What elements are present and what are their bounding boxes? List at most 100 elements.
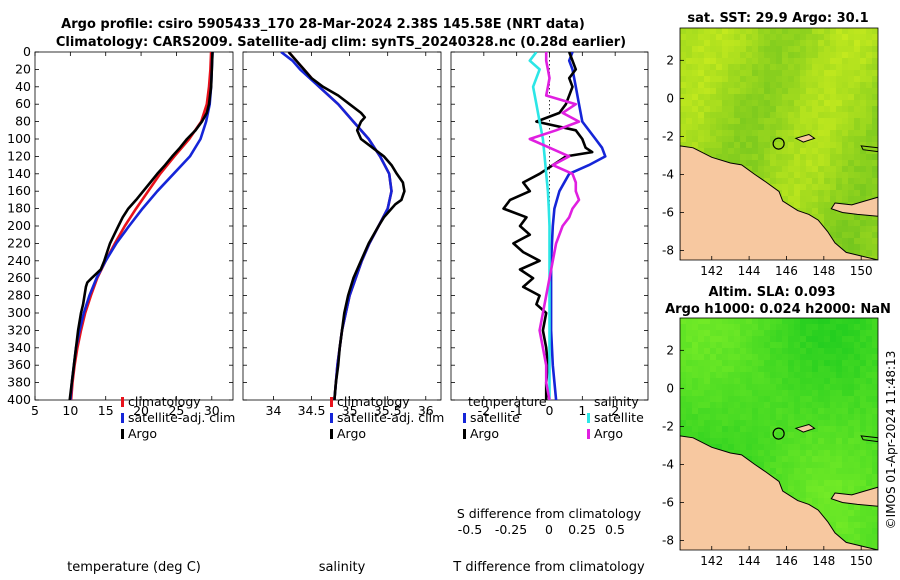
map-cell [758, 384, 765, 391]
map-cell [842, 226, 849, 233]
map-cell [872, 342, 878, 349]
map-cell [860, 342, 867, 349]
map-cell [872, 244, 878, 251]
map-cell [788, 450, 795, 457]
map-cell [818, 318, 825, 325]
map-cell [752, 336, 759, 343]
map-cell [782, 444, 789, 451]
map-cell [734, 390, 741, 397]
map-cell [872, 330, 878, 337]
map-cell [788, 414, 795, 421]
map-cell [722, 366, 729, 373]
map-cell [692, 402, 699, 409]
map-cell [854, 178, 861, 185]
map-cell [800, 366, 807, 373]
map-cell [686, 372, 693, 379]
map-cell [836, 354, 843, 361]
map-cell [782, 390, 789, 397]
map-cell [842, 396, 849, 403]
map-cell [722, 28, 729, 35]
map-cell [800, 354, 807, 361]
map-cell [830, 426, 837, 433]
map-cell [842, 220, 849, 227]
map-cell [848, 474, 855, 481]
map-cell [812, 342, 819, 349]
map-cell [830, 498, 837, 505]
map-cell [686, 52, 693, 59]
map-cell [806, 378, 813, 385]
map-cell [734, 384, 741, 391]
map-cell [770, 130, 777, 137]
map-cell [710, 100, 717, 107]
map-cell [752, 396, 759, 403]
map-cell [752, 124, 759, 131]
map-cell [716, 324, 723, 331]
map-cell [866, 360, 873, 367]
map-cell [716, 438, 723, 445]
map-cell [710, 366, 717, 373]
map-cell [752, 118, 759, 125]
map-cell [800, 34, 807, 41]
map-cell [830, 94, 837, 101]
map-cell [818, 112, 825, 119]
map-cell [836, 510, 843, 517]
map-cell [782, 40, 789, 47]
map-cell [854, 438, 861, 445]
map-cell [788, 432, 795, 439]
map-cell [788, 486, 795, 493]
map-cell [698, 438, 705, 445]
map-cell [830, 58, 837, 65]
map-cell [842, 214, 849, 221]
map-cell [752, 444, 759, 451]
map-cell [812, 432, 819, 439]
map-cell [716, 154, 723, 161]
map-cell [818, 58, 825, 65]
map-cell [866, 130, 873, 137]
map-cell [782, 402, 789, 409]
map-cell [692, 378, 699, 385]
map-cell [848, 408, 855, 415]
map-cell [842, 354, 849, 361]
map-cell [716, 130, 723, 137]
map-cell [854, 486, 861, 493]
map-cell [794, 348, 801, 355]
legend-s-argo-swatch [587, 429, 590, 439]
map-cell [824, 504, 831, 511]
map-cell [782, 94, 789, 101]
legend-t-argo-swatch [463, 429, 466, 439]
map-cell [842, 378, 849, 385]
map-cell [704, 426, 711, 433]
map-cell [698, 136, 705, 143]
map-cell [704, 46, 711, 53]
map-cell [860, 100, 867, 107]
map-cell [746, 396, 753, 403]
map-cell [734, 70, 741, 77]
map-cell [866, 106, 873, 113]
map-cell [752, 34, 759, 41]
map-cell [728, 432, 735, 439]
map-cell [740, 106, 747, 113]
map-cell [800, 396, 807, 403]
map-cell [860, 402, 867, 409]
map-cell [812, 58, 819, 65]
map-cell [782, 456, 789, 463]
x-tick-label: 2 [611, 403, 619, 418]
map-cell [794, 100, 801, 107]
map-cell [854, 474, 861, 481]
map-cell [794, 130, 801, 137]
map-cell [812, 190, 819, 197]
map-cell [710, 118, 717, 125]
map-cell [830, 46, 837, 53]
map-y-tick-label: -6 [662, 205, 674, 219]
map-cell [800, 190, 807, 197]
map-cell [830, 124, 837, 131]
map-cell [716, 354, 723, 361]
map-cell [722, 112, 729, 119]
map-cell [698, 70, 705, 77]
map-cell [800, 166, 807, 173]
map-cell [764, 166, 771, 173]
map-cell [716, 408, 723, 415]
s-tick-label: -0.5 [458, 522, 482, 537]
map-cell [872, 546, 878, 550]
map-cell [770, 438, 777, 445]
